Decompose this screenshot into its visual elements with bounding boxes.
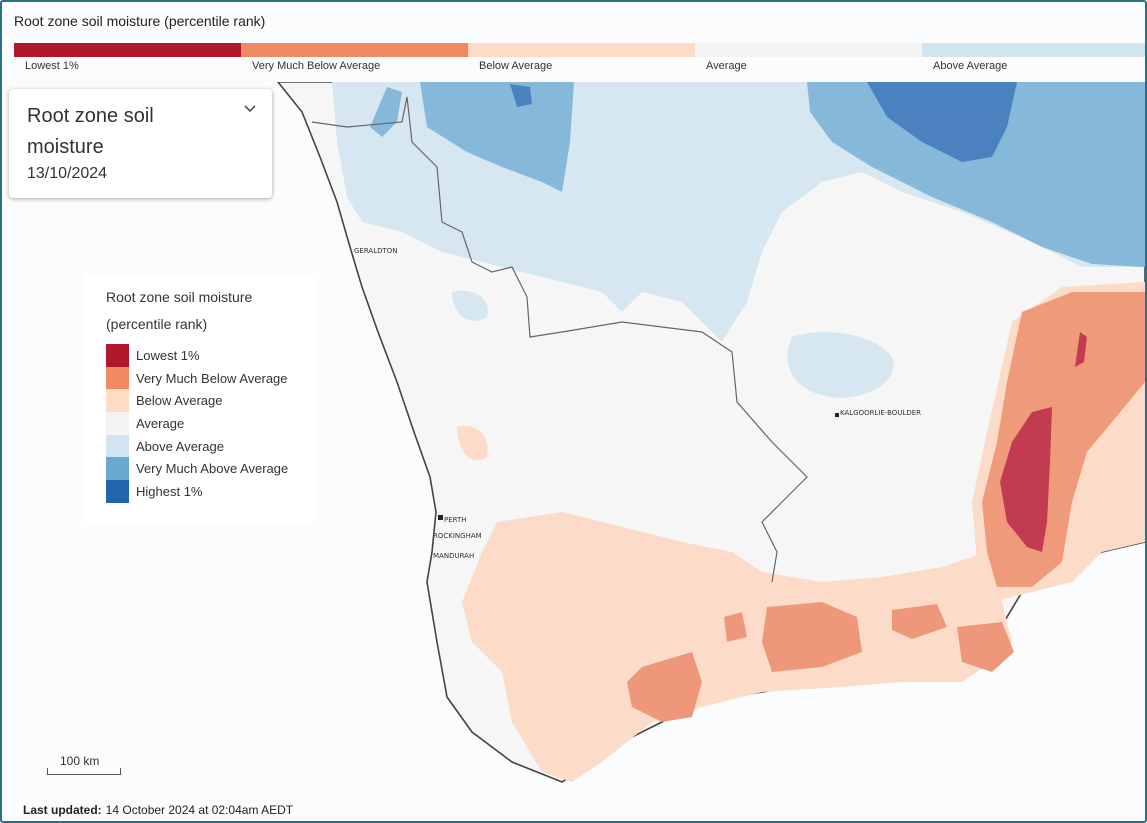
legend-item: Above Average: [106, 434, 288, 458]
scale-bar-line: [47, 768, 121, 775]
footer-label: Last updated:: [23, 803, 102, 817]
region-very-much-below: [957, 622, 1014, 672]
legend-label: Above Average: [136, 438, 224, 454]
legend-swatch: [106, 412, 129, 435]
region-very-much-below: [892, 604, 947, 639]
region-highest: [510, 84, 532, 107]
place-labels: GERALDTON KALGOORLIE-BOULDER PERTH ROCKINGH…: [354, 247, 921, 560]
region-very-much-above: [420, 82, 574, 192]
scale-bar-label: 100 km: [60, 754, 100, 768]
region-below-average: [457, 425, 488, 461]
legend-swatch: [106, 480, 129, 503]
legend-label: Very Much Above Average: [136, 461, 289, 477]
legend-label: Highest 1%: [136, 483, 203, 499]
footer-text: 14 October 2024 at 02:04am AEDT: [105, 803, 294, 817]
region-very-much-below: [724, 612, 747, 642]
legend-swatch: [106, 366, 129, 390]
legend-label: Average: [136, 415, 185, 431]
region-above-average: [452, 290, 488, 321]
footer: Last updated: 14 October 2024 at 02:04am …: [23, 803, 293, 817]
scale-swatch: [241, 43, 468, 57]
legend: Root zone soil moisture (percentile rank…: [85, 274, 314, 524]
scale-swatch: [922, 43, 1145, 57]
scale-swatch: [695, 43, 922, 57]
legend-swatch: [106, 344, 129, 367]
scale-label: Average: [706, 60, 747, 72]
map: GERALDTON KALGOORLIE-BOULDER PERTH ROCKINGH…: [276, 82, 1145, 783]
legend-item: Average: [106, 412, 288, 435]
legend-item: Very Much Below Average: [106, 366, 288, 390]
legend-item: Very Much Above Average: [106, 457, 289, 481]
scale-swatch: [14, 43, 241, 57]
legend-swatch: [106, 389, 129, 413]
scale-swatch: [468, 43, 695, 57]
legend-item: Below Average: [106, 389, 288, 413]
boundary: [311, 96, 808, 583]
legend-swatch: [106, 457, 129, 481]
panel-title: Root zone soil moisture: [27, 105, 154, 158]
legend-label: Below Average: [136, 393, 223, 409]
region-lowest: [1075, 332, 1087, 367]
place-label: KALGOORLIE-BOULDER: [840, 409, 921, 417]
legend-item: Highest 1%: [106, 480, 288, 503]
scale-label: Lowest 1%: [25, 60, 79, 72]
region-lowest: [1000, 407, 1052, 552]
legend-item: Lowest 1%: [106, 344, 288, 367]
region-above-average: [787, 332, 894, 398]
scale-label: Above Average: [933, 60, 1008, 72]
town-marker: [835, 413, 839, 417]
region-below-average: [462, 512, 1012, 782]
region-very-much-above: [807, 82, 1145, 267]
legend-title: Root zone soil moisture (percentile rank…: [106, 289, 253, 332]
legend-label: Very Much Below Average: [136, 370, 288, 386]
place-label: GERALDTON: [354, 247, 398, 255]
legend-label: Lowest 1%: [136, 347, 200, 363]
scale-bar: [14, 43, 1145, 57]
place-label: MANDURAH: [433, 552, 474, 560]
region-very-much-below: [627, 652, 702, 722]
town-marker: [438, 515, 443, 520]
place-label: ROCKINGHAM: [433, 532, 482, 540]
layer-panel[interactable]: Root zone soil moisture 13/10/2024: [9, 89, 272, 198]
legend-swatch: [106, 434, 129, 458]
scale-label: Below Average: [479, 60, 553, 72]
scale-label: Very Much Below Average: [252, 60, 381, 72]
region-very-much-below: [762, 602, 862, 672]
place-label: PERTH: [444, 516, 467, 524]
chevron[interactable]: [244, 105, 256, 113]
region-highest: [867, 82, 1017, 162]
panel-date: 13/10/2024: [27, 165, 108, 182]
legend-items: Lowest 1% Very Much Below Average Below Av…: [106, 344, 288, 503]
scale-labels: Lowest 1% Very Much Below Average Below Av…: [14, 60, 1145, 72]
header-title: Root zone soil moisture (percentile rank…: [14, 13, 266, 29]
